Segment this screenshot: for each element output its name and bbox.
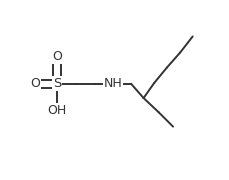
Text: S: S — [52, 77, 61, 90]
Text: OH: OH — [47, 104, 66, 117]
Text: NH: NH — [103, 77, 122, 90]
Text: O: O — [30, 77, 40, 90]
Text: O: O — [52, 50, 62, 64]
